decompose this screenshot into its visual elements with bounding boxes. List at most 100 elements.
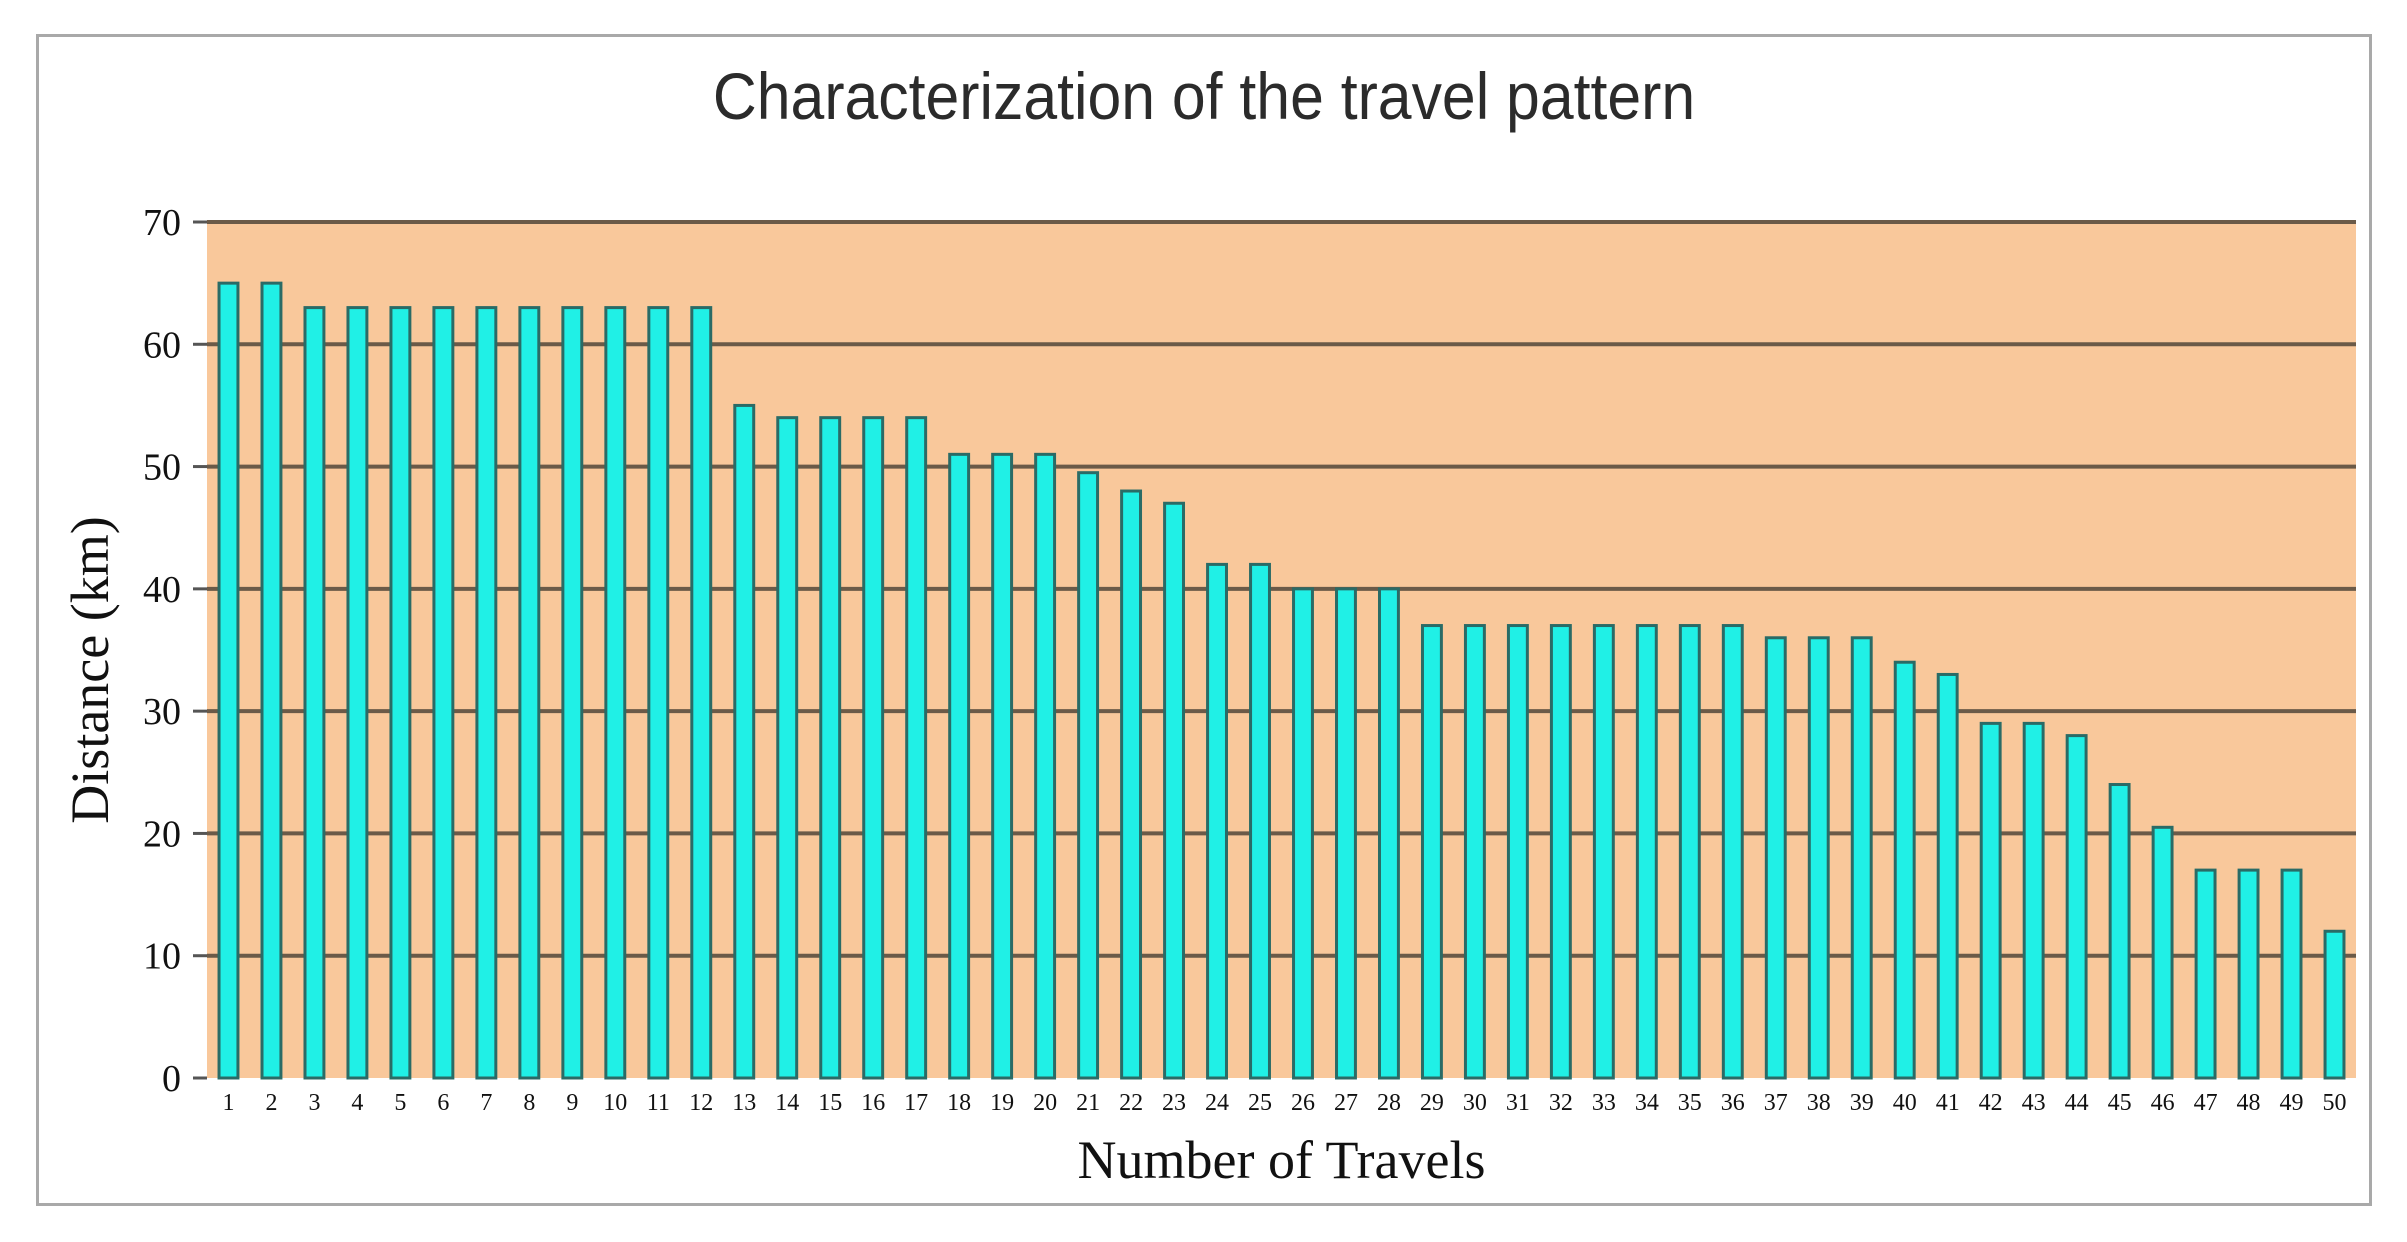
x-tick-label: 12 <box>689 1090 713 1116</box>
bar <box>690 306 713 1080</box>
x-tick-label: 1 <box>222 1090 234 1116</box>
x-tick-label: 9 <box>566 1090 578 1116</box>
x-tick-label: 44 <box>2065 1090 2089 1116</box>
bar <box>1249 562 1271 1080</box>
bar <box>1936 672 1959 1080</box>
bar <box>1678 624 1701 1080</box>
x-tick-label: 21 <box>1076 1090 1100 1116</box>
bar <box>604 306 627 1080</box>
x-tick-label: 17 <box>904 1090 928 1116</box>
y-tick-labels: 0 10 20 30 40 50 60 70 <box>143 202 181 1100</box>
x-tick-label: 50 <box>2323 1090 2347 1116</box>
bar <box>991 452 1014 1080</box>
bar <box>1635 624 1658 1080</box>
bar <box>217 281 240 1080</box>
x-tick-labels: 1 2 3 4 5 6 7 8 9 10 11 12 13 14 15 16 17 18 19 20 21 22 23 24 2… <box>222 1090 2346 1116</box>
x-tick-label: 43 <box>2022 1090 2046 1116</box>
y-tick-label: 0 <box>162 1058 181 1100</box>
x-tick-label: 27 <box>1334 1090 1358 1116</box>
bar <box>1807 636 1830 1080</box>
y-axis-title: Distance (km) <box>60 516 120 823</box>
x-tick-label: 15 <box>818 1090 842 1116</box>
x-tick-label: 23 <box>1162 1090 1186 1116</box>
x-tick-label: 38 <box>1807 1090 1831 1116</box>
bar <box>1335 587 1357 1080</box>
x-tick-label: 26 <box>1291 1090 1315 1116</box>
bar <box>303 306 326 1080</box>
x-tick-label: 34 <box>1635 1090 1659 1116</box>
bar <box>475 306 498 1080</box>
x-tick-label: 42 <box>1979 1090 2003 1116</box>
bar <box>1592 624 1615 1080</box>
bar <box>1506 624 1529 1080</box>
bar <box>1721 624 1744 1080</box>
bar <box>1377 587 1400 1080</box>
x-tick-label: 28 <box>1377 1090 1401 1116</box>
bar <box>1850 636 1873 1080</box>
bar <box>647 306 670 1080</box>
bar <box>2151 825 2174 1080</box>
x-tick-label: 5 <box>394 1090 406 1116</box>
bar <box>2194 868 2217 1080</box>
bar <box>2237 868 2260 1080</box>
bar <box>1292 587 1314 1080</box>
x-tick-label: 33 <box>1592 1090 1616 1116</box>
bar <box>432 306 455 1080</box>
bar <box>948 452 971 1080</box>
bar <box>1077 471 1100 1080</box>
bar <box>1034 452 1057 1080</box>
x-tick-label: 40 <box>1893 1090 1917 1116</box>
x-tick-label: 29 <box>1420 1090 1444 1116</box>
x-tick-label: 35 <box>1678 1090 1702 1116</box>
bar <box>819 416 842 1080</box>
x-tick-label: 48 <box>2237 1090 2261 1116</box>
x-tick-label: 45 <box>2108 1090 2132 1116</box>
bar <box>2280 868 2303 1080</box>
bar <box>2108 783 2131 1080</box>
x-tick-label: 2 <box>265 1090 277 1116</box>
x-tick-label: 47 <box>2194 1090 2218 1116</box>
x-tick-label: 6 <box>437 1090 449 1116</box>
bar <box>2323 929 2346 1080</box>
y-tick-label: 20 <box>143 813 181 855</box>
bar <box>862 416 885 1080</box>
y-tick-label: 70 <box>143 202 181 244</box>
bar <box>260 281 283 1080</box>
x-tick-label: 8 <box>523 1090 535 1116</box>
y-tick-label: 30 <box>143 691 181 733</box>
bar <box>1549 624 1572 1080</box>
x-tick-label: 16 <box>861 1090 885 1116</box>
bar <box>1893 660 1916 1080</box>
bar <box>2065 734 2088 1080</box>
x-tick-label: 20 <box>1033 1090 1057 1116</box>
x-tick-label: 14 <box>775 1090 799 1116</box>
x-tick-label: 41 <box>1936 1090 1960 1116</box>
x-tick-label: 19 <box>990 1090 1014 1116</box>
bars <box>217 281 2346 1080</box>
bar <box>776 416 799 1080</box>
y-tick-label: 40 <box>143 569 181 611</box>
bar <box>1206 562 1228 1080</box>
bar <box>905 416 928 1080</box>
x-tick-label: 37 <box>1764 1090 1788 1116</box>
x-tick-label: 18 <box>947 1090 971 1116</box>
y-tick-label: 60 <box>143 324 181 366</box>
x-tick-label: 22 <box>1119 1090 1143 1116</box>
x-tick-label: 24 <box>1205 1090 1229 1116</box>
y-tick-label: 10 <box>143 936 181 978</box>
x-tick-label: 4 <box>351 1090 363 1116</box>
bar <box>733 403 756 1080</box>
bar <box>346 306 369 1080</box>
bar <box>1463 624 1486 1080</box>
x-axis-title: Number of Travels <box>1078 1130 1486 1190</box>
x-tick-label: 25 <box>1248 1090 1272 1116</box>
bar <box>1163 501 1186 1080</box>
x-tick-label: 49 <box>2280 1090 2304 1116</box>
x-tick-label: 30 <box>1463 1090 1487 1116</box>
bar <box>1420 624 1443 1080</box>
x-tick-label: 46 <box>2151 1090 2175 1116</box>
bar <box>561 306 584 1080</box>
bar <box>1979 721 2002 1080</box>
x-tick-label: 36 <box>1721 1090 1745 1116</box>
